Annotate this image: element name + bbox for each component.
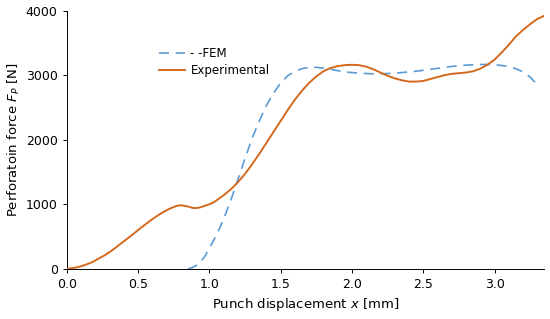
Y-axis label: Perforatoin force $F_P$ [N]: Perforatoin force $F_P$ [N] — [6, 63, 21, 217]
Legend: - -FEM, Experimental: - -FEM, Experimental — [158, 48, 270, 77]
X-axis label: Punch displacement $x$ [mm]: Punch displacement $x$ [mm] — [212, 296, 399, 314]
